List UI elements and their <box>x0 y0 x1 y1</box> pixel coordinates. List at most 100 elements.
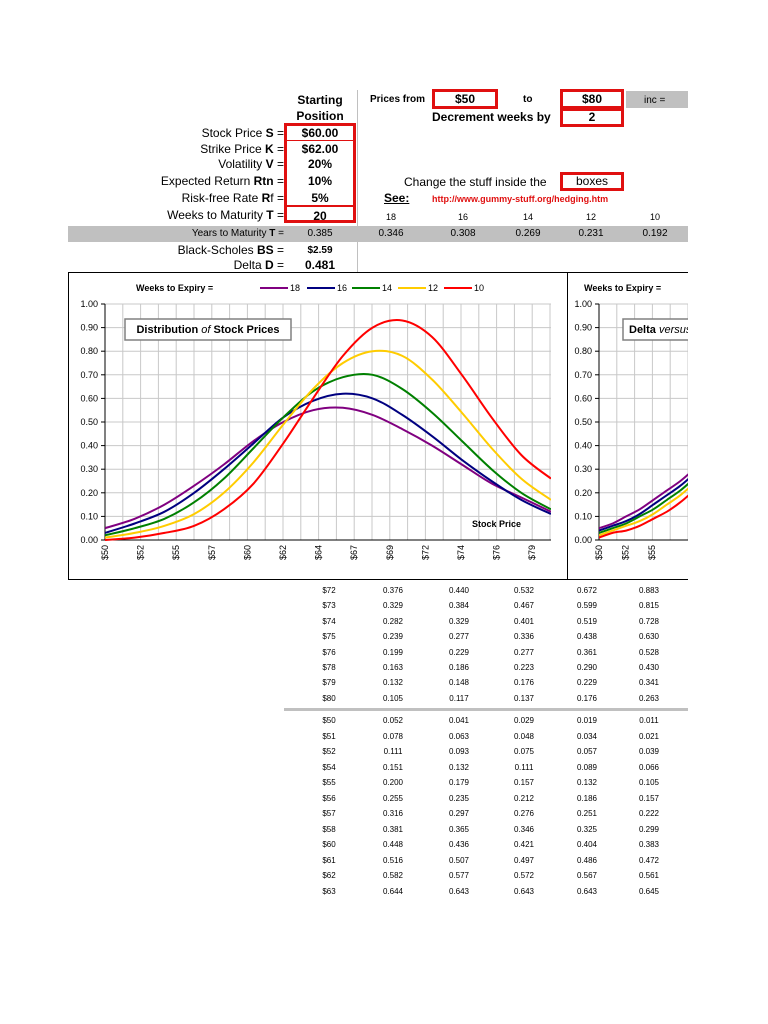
table-cell-value: 0.263 <box>638 693 660 703</box>
legend-title: Weeks to Expiry = <box>136 283 213 293</box>
table-cell-value: 0.448 <box>382 840 404 849</box>
table-row: $58 0.381 0.365 0.346 0.325 0.299 <box>284 823 688 839</box>
table-cell-value: 0.063 <box>448 731 470 741</box>
expected-return-symbol: Rtn <box>253 174 274 188</box>
x-tick-label: $62 <box>278 545 288 560</box>
table-cell-value: 0.105 <box>638 778 660 787</box>
table-row: $60 0.448 0.436 0.421 0.404 0.383 <box>284 838 688 854</box>
delta-label-row: Delta D = <box>100 258 284 272</box>
table-cell-value: 0.029 <box>513 716 535 725</box>
series-line-16 <box>105 392 551 534</box>
table-cell-price: $62 <box>322 871 336 880</box>
x-axis-label: Stock Price <box>472 519 521 529</box>
table-cell-value: 0.132 <box>448 762 470 772</box>
table-cell-value: 0.111 <box>514 762 534 772</box>
series-line-18 <box>105 406 551 530</box>
table-cell-price: $74 <box>322 616 336 626</box>
y-tick-label: 0.70 <box>574 370 592 380</box>
table-cell-price: $75 <box>322 632 336 642</box>
table-cell-value: 0.151 <box>382 762 404 772</box>
table-cell-value: 0.179 <box>448 778 470 787</box>
table-cell-value: 0.728 <box>638 616 660 626</box>
y-tick-label: 0.30 <box>574 464 592 474</box>
table-cell-value: 0.021 <box>638 731 660 741</box>
delta-chart: 0.00 0.10 0.20 0.30 0.40 0.50 0.60 0.70 0.80 0.90… <box>574 283 688 560</box>
y-tick-label: 0.20 <box>574 488 592 498</box>
table-cell-value: 0.163 <box>382 663 404 672</box>
table-cell-price: $73 <box>322 601 336 611</box>
table-cell-value: 0.346 <box>513 824 535 834</box>
table-cell-value: 0.486 <box>576 855 598 865</box>
decrement-input[interactable]: 2 <box>560 108 624 127</box>
table-cell-value: 0.404 <box>576 840 598 849</box>
table-cell-value: 0.251 <box>576 809 598 818</box>
to-label: to <box>523 94 533 105</box>
delta-symbol: D <box>264 258 274 272</box>
equals-sign: = <box>276 157 284 171</box>
weeks-header-12: 12 <box>585 212 596 222</box>
table-cell-price: $61 <box>322 855 336 865</box>
table-cell-value: 0.075 <box>513 747 535 756</box>
legend-label-16: 16 <box>337 283 347 293</box>
volatility-label-row: Volatility V = <box>100 157 284 171</box>
prices-from-input[interactable]: $50 <box>432 89 498 109</box>
strike-price-label-row: Strike Price K = <box>100 142 284 156</box>
starting-line1: Starting <box>297 93 343 107</box>
table-row: $57 0.316 0.297 0.276 0.251 0.222 <box>284 807 688 823</box>
see-link[interactable]: http://www.gummy-stuff.org/hedging.htm <box>432 194 609 204</box>
riskfree-symbol-r: R <box>261 191 271 205</box>
table-cell-value: 0.255 <box>382 793 404 803</box>
table-cell-value: 0.561 <box>638 871 660 880</box>
starting-line2: Position <box>296 109 344 123</box>
y-tick-label: 1.00 <box>80 299 98 309</box>
table-cell-value: 0.421 <box>513 840 535 849</box>
legend-title: Weeks to Expiry = <box>584 283 661 293</box>
bs-label-row: Black-Scholes BS = <box>100 243 284 257</box>
table-cell-value: 0.672 <box>576 586 598 595</box>
y-tick-label: 0.10 <box>574 511 592 521</box>
table-row: $52 0.111 0.093 0.075 0.057 0.039 <box>284 745 688 761</box>
table-cell-value: 0.078 <box>382 731 404 741</box>
equals-sign: = <box>276 243 284 257</box>
table-row: $79 0.132 0.148 0.176 0.229 0.341 <box>284 676 688 691</box>
table-cell-value: 0.532 <box>513 586 535 595</box>
volatility-value[interactable]: 20% <box>307 157 333 171</box>
strike-price-value[interactable]: $62.00 <box>301 142 339 156</box>
weeks-value[interactable]: 20 <box>313 209 327 223</box>
table-cell-value: 0.148 <box>448 678 470 688</box>
table-cell-value: 0.316 <box>382 809 404 818</box>
prices-to-input[interactable]: $80 <box>560 89 624 109</box>
riskfree-value[interactable]: 5% <box>311 191 329 205</box>
series-line-14 <box>105 372 551 537</box>
table-cell-value: 0.430 <box>638 663 660 672</box>
table-cell-value: 0.277 <box>513 647 535 657</box>
delta-value: 0.481 <box>304 258 336 272</box>
table-cell-value: 0.277 <box>448 632 470 642</box>
table-cell-value: 0.516 <box>382 855 404 865</box>
table-cell-value: 0.336 <box>513 632 535 642</box>
table-cell-value: 0.519 <box>576 616 598 626</box>
table-cell-value: 0.297 <box>448 809 470 818</box>
table-cell-value: 0.222 <box>638 809 660 818</box>
stock-price-value[interactable]: $60.00 <box>301 126 339 140</box>
riskfree-label-row: Risk-free Rate Rf = <box>100 191 284 205</box>
legend-label-14: 14 <box>382 283 392 293</box>
expected-return-value[interactable]: 10% <box>307 174 333 188</box>
inc-gray-bar <box>626 91 688 108</box>
bs-symbol: BS <box>256 243 274 257</box>
table-cell-value: 0.572 <box>513 871 535 880</box>
table-cell-value: 0.229 <box>576 678 598 688</box>
stock-price-symbol: S <box>265 126 274 140</box>
y-tick-label: 0.90 <box>80 323 98 333</box>
years-cell-12: 0.231 <box>578 228 604 239</box>
years-cell-18: 0.346 <box>378 228 404 239</box>
x-tick-label: $52 <box>136 545 146 560</box>
table-cell-value: 0.019 <box>576 716 598 725</box>
table-cell-value: 0.200 <box>382 778 404 787</box>
series-line-16 <box>599 477 688 532</box>
table-cell-value: 0.132 <box>576 778 598 787</box>
table-cell-value: 0.329 <box>382 601 404 611</box>
table-cell-value: 0.011 <box>639 716 659 725</box>
table-row: $54 0.151 0.132 0.111 0.089 0.066 <box>284 761 688 777</box>
table-cell-value: 0.290 <box>576 663 598 672</box>
